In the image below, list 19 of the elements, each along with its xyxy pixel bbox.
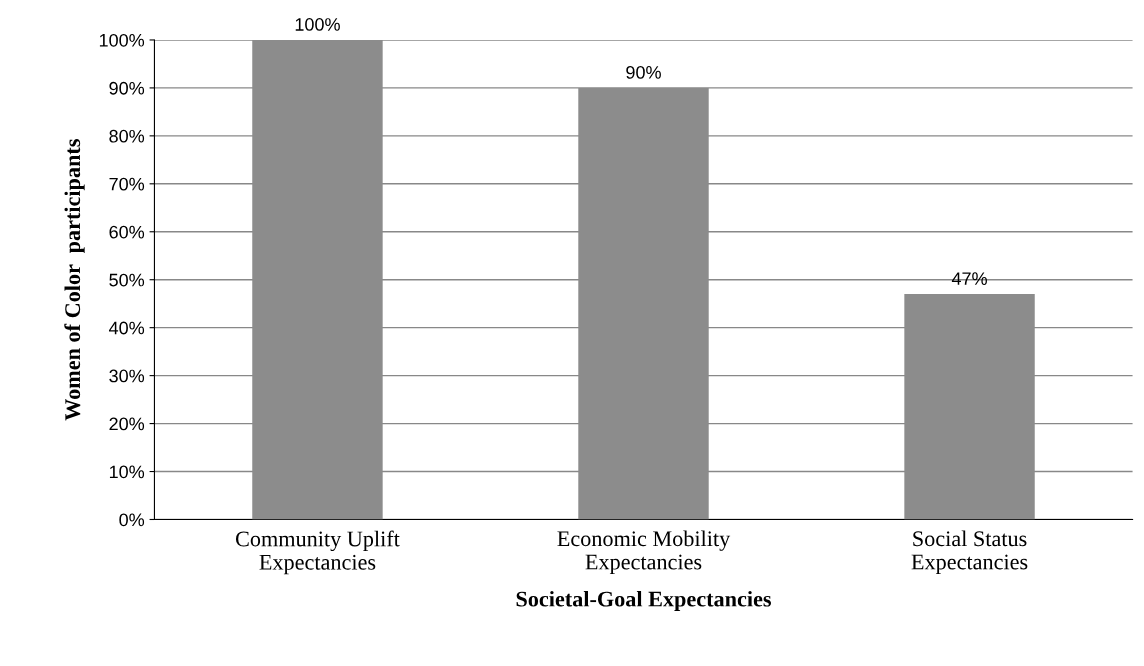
y-tick-label: 20%	[109, 417, 145, 431]
y-tick-label: 30%	[109, 369, 145, 383]
y-tick-label: 50%	[109, 273, 145, 287]
data-label: 47%	[951, 272, 987, 285]
y-tick-label: 90%	[109, 81, 145, 95]
x-axis-title: Societal-Goal Expectancies	[516, 590, 772, 612]
x-tick-label: Economic Mobility Expectancies	[557, 530, 731, 575]
x-tick-label: Community Uplift Expectancies	[235, 530, 400, 575]
y-tick-label: 70%	[109, 177, 145, 191]
y-tick-label: 40%	[109, 321, 145, 335]
data-label: 90%	[626, 66, 661, 79]
y-tick-label: 80%	[109, 129, 145, 143]
x-tick-label: Social Status Expectancies	[911, 530, 1028, 574]
y-axis-title: Women of Color participants	[64, 139, 85, 421]
y-tick-label: 10%	[109, 465, 145, 479]
y-tick-label: 60%	[109, 225, 145, 239]
y-tick-label: 0%	[119, 513, 145, 527]
y-tick-label: 100%	[99, 33, 145, 47]
data-label: 100%	[295, 18, 340, 31]
